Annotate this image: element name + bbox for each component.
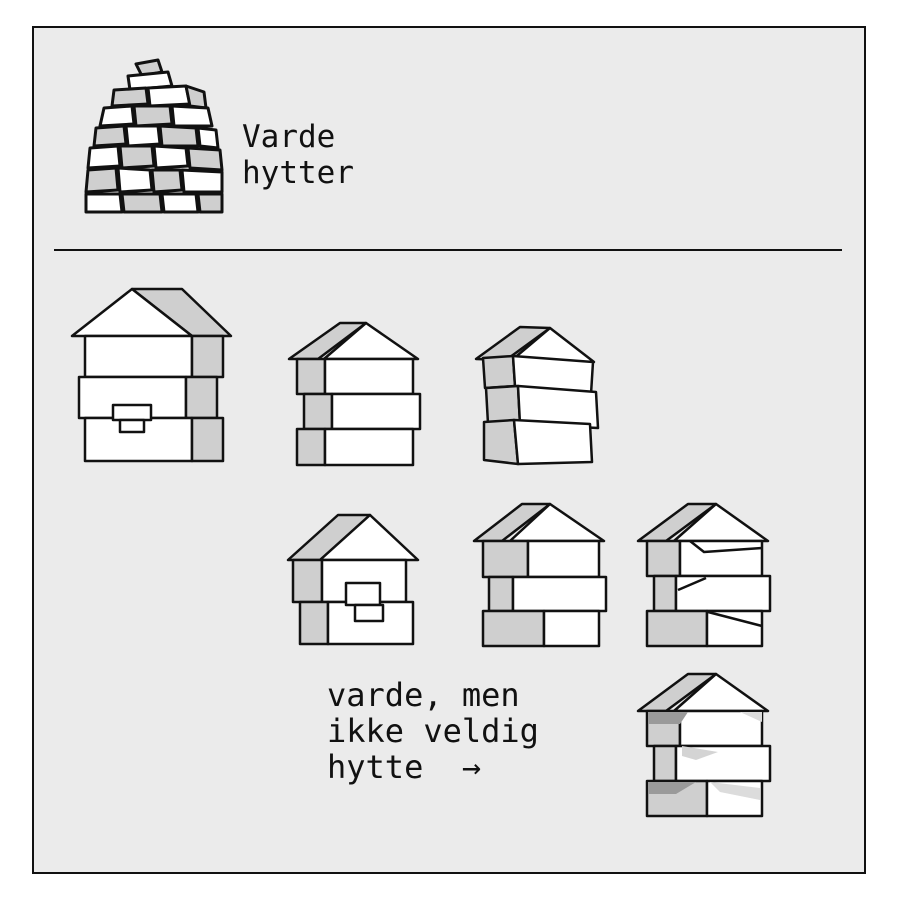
caption-line-3: hytte → xyxy=(327,748,482,786)
caption-text: varde, men ikke veldig hytte → xyxy=(327,677,539,785)
caption-line-1: varde, men xyxy=(327,676,520,714)
hut-stacked-large xyxy=(70,287,233,463)
hut-masonry-bond xyxy=(472,502,608,648)
hut-shadowed-layers xyxy=(636,672,772,818)
caption-line-2: ikke veldig xyxy=(327,712,539,750)
title-line-2: hytter xyxy=(242,155,354,191)
hut-cracked-layers xyxy=(636,502,772,648)
title-line-1: Varde xyxy=(242,119,336,155)
cairn-stone-stack-icon xyxy=(84,58,224,214)
page-title: Varde hytter xyxy=(242,119,354,191)
hut-shifted-layers xyxy=(287,321,422,467)
hut-tilted-blocks xyxy=(474,325,600,466)
hut-window-house xyxy=(286,513,420,646)
